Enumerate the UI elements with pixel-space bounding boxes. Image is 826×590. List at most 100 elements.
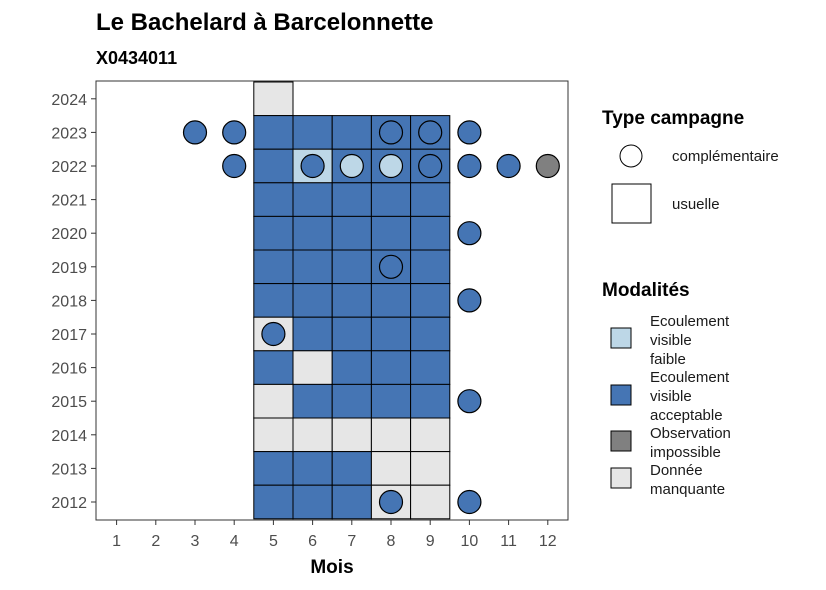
square-cell xyxy=(370,383,412,419)
square-cell xyxy=(253,383,294,419)
x-tick-label: 4 xyxy=(230,533,239,550)
circle-point xyxy=(457,489,482,515)
circle-point xyxy=(222,153,247,179)
x-tick-label: 10 xyxy=(461,533,479,550)
square-cell xyxy=(253,115,294,150)
y-tick-label: 2021 xyxy=(51,193,87,210)
circle-point xyxy=(300,153,325,179)
square-cell xyxy=(292,283,333,318)
square-cell xyxy=(292,350,333,385)
circle-point xyxy=(418,120,443,145)
square-cell xyxy=(331,417,372,453)
square-cell xyxy=(253,451,294,486)
circle-point xyxy=(339,153,364,179)
circle-point xyxy=(535,153,560,179)
legend-label-manquante: Donnée xyxy=(650,462,703,479)
legend-label-faible: faible xyxy=(650,351,686,368)
square-cell xyxy=(331,249,372,285)
y-tick-label: 2012 xyxy=(51,495,87,512)
legend-label-impossible: impossible xyxy=(650,444,721,461)
square-cell xyxy=(253,182,294,217)
square-cell xyxy=(292,249,333,285)
square-cell xyxy=(331,316,372,352)
square-cell xyxy=(370,182,412,217)
x-tick-label: 9 xyxy=(426,533,435,550)
y-tick-label: 2016 xyxy=(51,361,87,378)
square-cell xyxy=(292,417,333,453)
square-cell xyxy=(253,81,294,117)
legend-modalites-title: Modalités xyxy=(602,280,690,301)
legend-key-manquante xyxy=(610,467,632,489)
square-cell xyxy=(410,215,451,251)
y-tick-label: 2020 xyxy=(51,226,87,243)
square-cell xyxy=(410,417,451,453)
square-cell xyxy=(370,417,412,453)
square-cell xyxy=(292,451,333,486)
circle-point xyxy=(378,489,404,515)
chart-subtitle: X0434011 xyxy=(96,48,177,68)
circle-point xyxy=(261,321,286,347)
square-cell xyxy=(410,383,451,419)
square-cell xyxy=(410,350,451,385)
circles-layer xyxy=(182,120,560,515)
x-tick-label: 7 xyxy=(347,533,356,550)
square-cell xyxy=(331,451,372,486)
y-tick-label: 2023 xyxy=(51,125,87,142)
square-cell xyxy=(410,451,451,486)
circle-point xyxy=(457,288,482,313)
y-tick-label: 2014 xyxy=(51,428,87,445)
square-cell xyxy=(370,451,412,486)
legend-type-label-square: usuelle xyxy=(672,196,720,213)
square-cell xyxy=(370,215,412,251)
square-cell xyxy=(253,148,294,184)
circle-point xyxy=(182,120,208,145)
legend-label-impossible: Observation xyxy=(650,425,731,442)
square-cell xyxy=(331,350,372,385)
legend-type: Type campagne complémentaire usuelle xyxy=(602,108,779,224)
legend-key-acceptable xyxy=(610,384,632,406)
x-axis-title: Mois xyxy=(310,557,353,578)
square-cell xyxy=(292,484,333,520)
x-tick-label: 5 xyxy=(269,533,278,550)
x-tick-label: 1 xyxy=(112,533,121,550)
square-cell xyxy=(331,383,372,419)
square-cell xyxy=(292,316,333,352)
y-tick-label: 2017 xyxy=(51,327,87,344)
square-cell xyxy=(292,115,333,150)
circle-point xyxy=(418,153,443,179)
x-tick-label: 11 xyxy=(500,533,517,550)
circle-point xyxy=(222,120,247,145)
square-cell xyxy=(253,484,294,520)
square-cell xyxy=(253,215,294,251)
legend-label-faible: visible xyxy=(650,332,692,349)
circle-point xyxy=(378,120,404,145)
y-tick-label: 2013 xyxy=(51,461,87,478)
x-axis: 1 2 3 4 5 6 7 8 9 10 11 12 xyxy=(112,520,557,550)
y-tick-label: 2018 xyxy=(51,293,87,310)
legend-key-impossible xyxy=(610,430,632,452)
square-cell xyxy=(331,484,372,520)
square-cell xyxy=(253,417,294,453)
y-tick-label: 2022 xyxy=(51,159,87,176)
square-cell xyxy=(370,283,412,318)
legend-label-acceptable: Ecoulement xyxy=(650,369,730,386)
circle-point xyxy=(496,153,521,179)
square-cell xyxy=(292,182,333,217)
circle-point xyxy=(378,254,404,279)
legend-type-title: Type campagne xyxy=(602,108,744,129)
y-tick-label: 2024 xyxy=(51,92,87,109)
square-cell xyxy=(292,215,333,251)
legend-modalites: Modalités EcoulementvisiblefaibleEcoulem… xyxy=(602,280,731,498)
square-cell xyxy=(253,249,294,285)
square-cell xyxy=(331,215,372,251)
legend-square-key xyxy=(611,183,652,224)
circle-point xyxy=(457,153,482,179)
x-tick-label: 8 xyxy=(387,533,396,550)
circle-point xyxy=(457,120,482,145)
legend-type-label-circle: complémentaire xyxy=(672,148,779,165)
legend-label-acceptable: acceptable xyxy=(650,407,723,424)
legend-key-faible xyxy=(610,327,632,349)
legend-circle-key xyxy=(619,144,643,168)
square-cell xyxy=(253,350,294,385)
circle-point xyxy=(457,389,482,414)
